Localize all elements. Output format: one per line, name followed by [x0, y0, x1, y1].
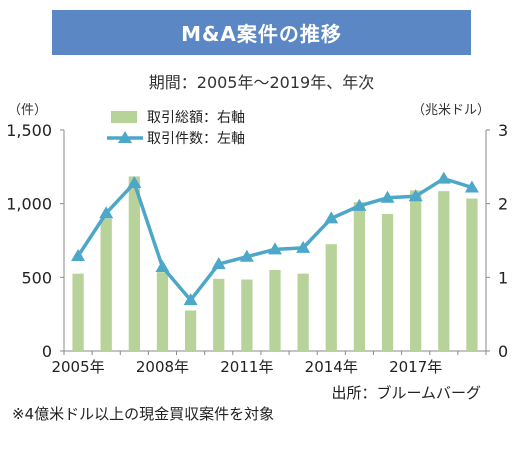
- line-marker: [211, 257, 226, 270]
- bar: [100, 218, 112, 351]
- line-marker: [352, 198, 367, 211]
- x-tick-label: 2008年: [136, 358, 189, 376]
- line-marker: [296, 240, 311, 253]
- x-tick-label: 2014年: [305, 358, 358, 376]
- left-tick-label: 1,500: [6, 121, 52, 140]
- left-tick-label: 0: [42, 342, 52, 361]
- bar: [156, 272, 169, 351]
- chart-title: M&A案件の推移: [52, 10, 471, 55]
- line-marker: [127, 176, 142, 189]
- line-marker: [408, 189, 423, 202]
- line-marker: [155, 260, 170, 273]
- bar: [466, 198, 478, 351]
- bar: [410, 190, 422, 351]
- bar: [184, 310, 197, 351]
- source-label: 出所：ブルームバーグ: [331, 384, 481, 402]
- left-axis-unit: （件）: [8, 103, 48, 118]
- footnote: ※4億米ドル以上の現金買収案件を対象: [12, 405, 275, 423]
- line-marker: [436, 171, 451, 184]
- bar: [241, 279, 253, 351]
- bar: [297, 273, 309, 351]
- bar: [72, 273, 84, 351]
- bar: [213, 278, 225, 351]
- x-tick-label: 2005年: [51, 358, 104, 376]
- line-marker: [71, 248, 86, 261]
- line-marker: [239, 249, 254, 262]
- bar: [438, 191, 450, 351]
- legend-line-label: 取引件数：左軸: [147, 131, 245, 147]
- bar: [381, 213, 394, 351]
- line-marker: [268, 242, 282, 255]
- legend-line-marker: [118, 131, 132, 143]
- right-axis-unit: （兆米ドル）: [412, 103, 491, 118]
- line-marker: [380, 190, 395, 203]
- x-tick-label: 2017年: [389, 358, 442, 376]
- chart-subtitle: 期間：2005年～2019年、年次: [148, 73, 375, 92]
- right-tick-label: 0: [498, 342, 508, 361]
- bar: [269, 269, 281, 351]
- x-tick-label: 2011年: [220, 358, 273, 376]
- line-marker: [183, 293, 198, 306]
- bar: [353, 202, 366, 351]
- right-tick-label: 3: [498, 121, 508, 140]
- bar: [128, 176, 140, 351]
- line-marker: [464, 180, 479, 193]
- right-tick-label: 2: [498, 195, 508, 214]
- line-marker: [99, 206, 114, 219]
- line-marker: [324, 211, 339, 224]
- legend-bar-label: 取引総額：右軸: [147, 110, 245, 126]
- bar: [325, 244, 337, 351]
- right-tick-label: 1: [498, 268, 508, 287]
- left-tick-label: 1,000: [6, 195, 52, 214]
- legend-bar-swatch: [111, 111, 137, 123]
- left-tick-label: 500: [21, 268, 52, 287]
